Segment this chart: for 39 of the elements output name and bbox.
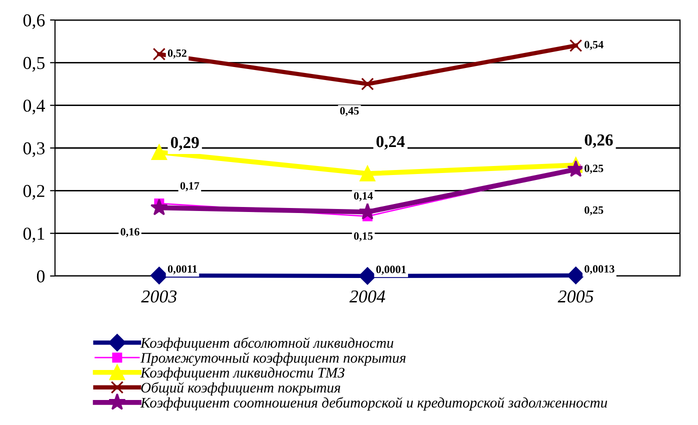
- data-label: 0,0001: [376, 266, 406, 275]
- data-label: 0,16: [120, 228, 140, 238]
- legend-label: Промежуточный коэффициент покрытия: [140, 352, 406, 366]
- point: [569, 39, 582, 52]
- data-label: 0,17: [180, 182, 200, 192]
- data-label: 0,25: [584, 206, 604, 216]
- point: [150, 198, 168, 216]
- data-label: 0,52: [168, 49, 186, 59]
- point: [150, 266, 168, 284]
- legend-label: Коэффициент ликвидности ТМЗ: [140, 367, 345, 381]
- y-tick-label: 0,5: [23, 56, 45, 72]
- legend-label: Коэффициент соотношения дебиторской и кредиторской задолженности: [140, 397, 608, 411]
- data-label: 0,26: [584, 134, 613, 148]
- point: [151, 144, 167, 160]
- data-label: 0,54: [584, 40, 604, 50]
- data-label: 0,14: [354, 192, 373, 202]
- y-tick-label: 0,3: [23, 142, 45, 158]
- y-tick-label: 0,2: [23, 184, 44, 200]
- y-tick-label: 0: [36, 270, 45, 282]
- data-label: 0,0013: [584, 265, 614, 274]
- x-tick-label: 2003: [141, 290, 177, 303]
- data-label: 0,0011: [168, 265, 197, 274]
- x-tick-label: 2005: [558, 290, 594, 303]
- data-label: 0,45: [340, 107, 359, 116]
- legend-label: Коэффициент абсолютной ликвидности: [140, 337, 394, 351]
- y-tick-label: 0,1: [23, 228, 44, 242]
- data-label: 0,25: [584, 164, 604, 174]
- point: [567, 266, 585, 284]
- x-tick-label: 2004: [349, 290, 386, 303]
- point: [360, 166, 376, 182]
- y-tick-label: 0,4: [23, 100, 45, 114]
- y-tick-label: 0,6: [23, 14, 45, 30]
- point: [361, 78, 374, 90]
- legend-label: Общий коэффициент покрытия: [141, 382, 340, 396]
- point: [358, 267, 376, 285]
- point: [152, 48, 166, 61]
- data-label: 0,24: [376, 136, 405, 150]
- data-label: 0,15: [354, 232, 373, 242]
- data-label: 0,29: [170, 136, 199, 151]
